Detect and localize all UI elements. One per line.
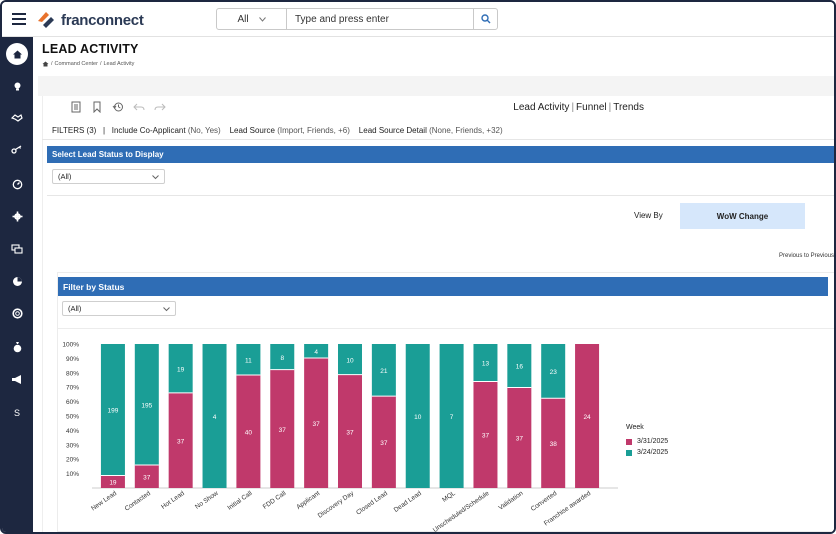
view-tabs: Lead Activity | Funnel | Trends — [513, 102, 644, 113]
lead-status-value: (All) — [58, 172, 72, 181]
chevron-down-icon — [163, 307, 170, 312]
lifebuoy-icon[interactable] — [6, 302, 28, 324]
document-icon[interactable] — [70, 101, 82, 113]
search-scope-value: All — [237, 13, 249, 25]
chevron-down-icon — [152, 175, 159, 180]
filter-value: (Import, Friends, +6) — [277, 126, 350, 135]
lightbulb-icon[interactable] — [6, 75, 28, 97]
megaphone-icon[interactable] — [6, 368, 28, 390]
filters-label[interactable]: FILTERS (3) — [52, 126, 97, 135]
legend-swatch — [626, 438, 632, 445]
s-icon[interactable]: S — [6, 402, 28, 424]
redo-icon[interactable] — [154, 101, 166, 113]
legend-swatch — [626, 449, 632, 456]
key-icon[interactable] — [6, 139, 28, 161]
header-divider-bar — [38, 76, 834, 96]
divider — [57, 328, 834, 329]
filter-by-status-header: Filter by Status — [58, 277, 828, 296]
chat-icon[interactable] — [6, 238, 28, 260]
search-scope-select[interactable]: All — [217, 9, 287, 29]
filter-name: Lead Source — [229, 126, 275, 135]
filter-co-applicant[interactable]: Include Co-Applicant (No, Yes) — [112, 126, 221, 135]
logo-text: franconnect — [61, 11, 144, 29]
home-icon[interactable] — [6, 43, 28, 65]
hamburger-menu-icon[interactable] — [12, 13, 26, 25]
legend-item-3-31[interactable]: 3/31/2025 — [626, 438, 668, 445]
view-by-label: View By — [634, 211, 663, 220]
filter-name: Include Co-Applicant — [111, 126, 186, 135]
breadcrumb-lead-activity: Lead Activity — [103, 61, 135, 67]
filter-status-select[interactable]: (All) — [62, 301, 176, 316]
tab-lead-activity[interactable]: Lead Activity — [513, 102, 570, 113]
filter-name: Lead Source Detail — [358, 126, 427, 135]
filter-status-value: (All) — [68, 304, 82, 313]
breadcrumb-command-center[interactable]: Command Center — [54, 61, 98, 67]
franconnect-logo-icon — [38, 12, 54, 28]
status-section-header: Select Lead Status to Display — [47, 146, 834, 163]
filters-row: FILTERS (3) | Include Co-Applicant (No, … — [52, 126, 503, 135]
sidebar: S — [2, 37, 33, 532]
money-bag-icon[interactable] — [6, 336, 28, 358]
gauge-icon[interactable] — [6, 173, 28, 195]
divider — [42, 139, 834, 140]
search-icon — [480, 14, 490, 24]
breadcrumb: / Command Center / Lead Activity — [42, 61, 134, 67]
top-bar: franconnect All — [2, 2, 834, 37]
legend-title: Week — [626, 424, 644, 431]
chevron-down-icon — [258, 16, 266, 22]
home-icon[interactable] — [42, 61, 49, 67]
legend-label: 3/31/2025 — [637, 438, 669, 445]
handshake-icon[interactable] — [6, 107, 28, 129]
s-label: S — [13, 408, 20, 418]
tab-trends[interactable]: Trends — [613, 102, 644, 113]
undo-icon[interactable] — [133, 101, 145, 113]
filter-lead-source-detail[interactable]: Lead Source Detail (None, Friends, +32) — [359, 126, 503, 135]
gear-icon[interactable] — [6, 205, 28, 227]
bookmark-icon[interactable] — [91, 101, 103, 113]
search-bar: All — [216, 8, 498, 30]
pie-icon[interactable] — [6, 270, 28, 292]
tab-funnel[interactable]: Funnel — [576, 102, 607, 113]
filter-lead-source[interactable]: Lead Source (Import, Friends, +6) — [230, 126, 350, 135]
filter-value: (No, Yes) — [187, 126, 221, 135]
logo[interactable]: franconnect — [35, 8, 144, 32]
previous-note: Previous to Previous — [779, 253, 835, 259]
legend-item-3-24[interactable]: 3/24/2025 — [626, 449, 668, 456]
wow-change-button[interactable]: WoW Change — [680, 203, 805, 229]
divider — [47, 195, 834, 196]
filter-value: (None, Friends, +32) — [429, 126, 503, 135]
history-icon[interactable] — [112, 101, 124, 113]
legend-label: 3/24/2025 — [637, 449, 669, 456]
search-input[interactable] — [287, 9, 473, 29]
search-button[interactable] — [473, 9, 497, 29]
page-title: LEAD ACTIVITY — [42, 42, 139, 56]
lead-status-select[interactable]: (All) — [52, 169, 165, 184]
